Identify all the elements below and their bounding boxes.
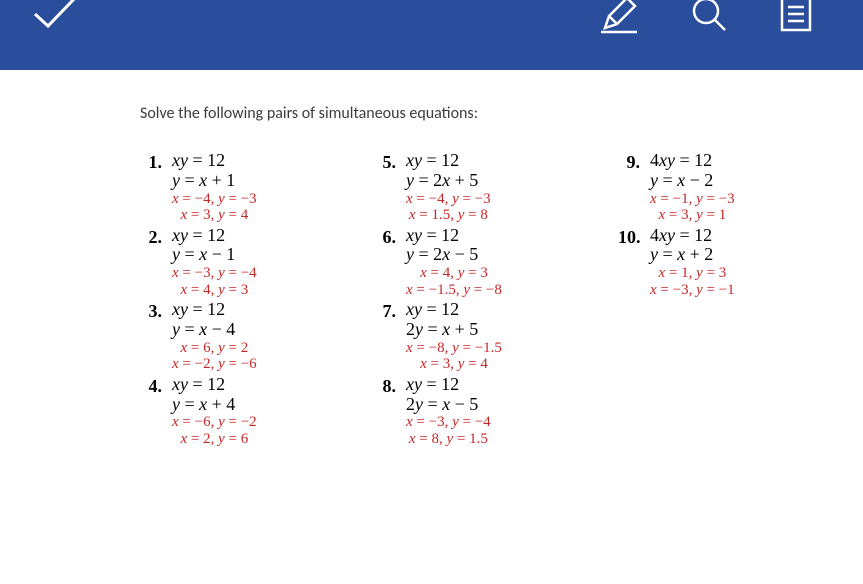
- equation: xy = 12: [172, 300, 225, 320]
- problem-number: 4.: [140, 375, 162, 397]
- equation: xy = 12: [172, 226, 225, 246]
- document-page: Solve the following pairs of simultaneou…: [0, 70, 863, 449]
- problem-8: 8. xy = 12 2y = x − 5 x = −3, y = −4 x =…: [374, 375, 584, 448]
- equation: y = x − 2: [650, 171, 713, 191]
- equation: y = x + 1: [172, 171, 235, 191]
- problem-number: 10.: [618, 226, 640, 248]
- problem-1: 1. xy = 12 y = x + 1 x = −4, y = −3 x = …: [140, 151, 340, 224]
- equation: y = x + 4: [172, 395, 235, 415]
- equation: xy = 12: [172, 151, 225, 171]
- problems-grid: 1. xy = 12 y = x + 1 x = −4, y = −3 x = …: [140, 151, 733, 449]
- column-1: 1. xy = 12 y = x + 1 x = −4, y = −3 x = …: [140, 151, 340, 449]
- toolbar: [0, 0, 863, 70]
- problem-number: 9.: [618, 151, 640, 173]
- solution: x = 6, y = 2: [180, 340, 248, 357]
- problem-number: 3.: [140, 300, 162, 322]
- equation: xy = 12: [406, 375, 459, 395]
- solution: x = −4, y = −3: [406, 191, 491, 208]
- solution: x = −4, y = −3: [172, 191, 257, 208]
- solution: x = −8, y = −1.5: [406, 340, 502, 357]
- problem-number: 6.: [374, 226, 396, 248]
- solution: x = −3, y = −4: [406, 414, 491, 431]
- check-icon[interactable]: [30, 0, 80, 32]
- equation: 4xy = 12: [650, 226, 712, 246]
- equation: 4xy = 12: [650, 151, 712, 171]
- problem-7: 7. xy = 12 2y = x + 5 x = −8, y = −1.5 x…: [374, 300, 584, 373]
- equation: y = 2x + 5: [406, 171, 478, 191]
- equation: y = x − 1: [172, 245, 235, 265]
- menu-icon[interactable]: [779, 0, 813, 34]
- problem-number: 1.: [140, 151, 162, 173]
- solution: x = −3, y = −4: [172, 265, 257, 282]
- problem-number: 2.: [140, 226, 162, 248]
- problem-6: 6. xy = 12 y = 2x − 5 x = 4, y = 3 x = −…: [374, 226, 584, 299]
- equation: xy = 12: [406, 300, 459, 320]
- solution: x = −3, y = −1: [650, 282, 735, 299]
- solution: x = 1.5, y = 8: [409, 207, 488, 224]
- problem-number: 8.: [374, 375, 396, 397]
- column-3: 9. 4xy = 12 y = x − 2 x = −1, y = −3 x =…: [618, 151, 818, 449]
- problem-5: 5. xy = 12 y = 2x + 5 x = −4, y = −3 x =…: [374, 151, 584, 224]
- equation: 2y = x + 5: [406, 320, 478, 340]
- solution: x = −2, y = −6: [172, 356, 257, 373]
- instruction-text: Solve the following pairs of simultaneou…: [140, 104, 733, 123]
- equation: xy = 12: [172, 375, 225, 395]
- equation: y = x − 4: [172, 320, 235, 340]
- solution: x = 4, y = 3: [180, 282, 248, 299]
- pen-icon[interactable]: [599, 0, 639, 34]
- column-2: 5. xy = 12 y = 2x + 5 x = −4, y = −3 x =…: [374, 151, 584, 449]
- solution: x = 3, y = 1: [658, 207, 726, 224]
- solution: x = 8, y = 1.5: [409, 431, 488, 448]
- solution: x = 3, y = 4: [420, 356, 488, 373]
- problem-2: 2. xy = 12 y = x − 1 x = −3, y = −4 x = …: [140, 226, 340, 299]
- equation: xy = 12: [406, 226, 459, 246]
- equation: 2y = x − 5: [406, 395, 478, 415]
- solution: x = −1, y = −3: [650, 191, 735, 208]
- problem-3: 3. xy = 12 y = x − 4 x = 6, y = 2 x = −2…: [140, 300, 340, 373]
- solution: x = −1.5, y = −8: [406, 282, 502, 299]
- solution: x = 2, y = 6: [180, 431, 248, 448]
- solution: x = 3, y = 4: [180, 207, 248, 224]
- solution: x = −6, y = −2: [172, 414, 257, 431]
- equation: y = x + 2: [650, 245, 713, 265]
- problem-number: 5.: [374, 151, 396, 173]
- solution: x = 1, y = 3: [658, 265, 726, 282]
- solution: x = 4, y = 3: [420, 265, 488, 282]
- problem-9: 9. 4xy = 12 y = x − 2 x = −1, y = −3 x =…: [618, 151, 818, 224]
- problem-10: 10. 4xy = 12 y = x + 2 x = 1, y = 3 x = …: [618, 226, 818, 299]
- problem-4: 4. xy = 12 y = x + 4 x = −6, y = −2 x = …: [140, 375, 340, 448]
- equation: y = 2x − 5: [406, 245, 478, 265]
- search-icon[interactable]: [689, 0, 729, 34]
- equation: xy = 12: [406, 151, 459, 171]
- problem-number: 7.: [374, 300, 396, 322]
